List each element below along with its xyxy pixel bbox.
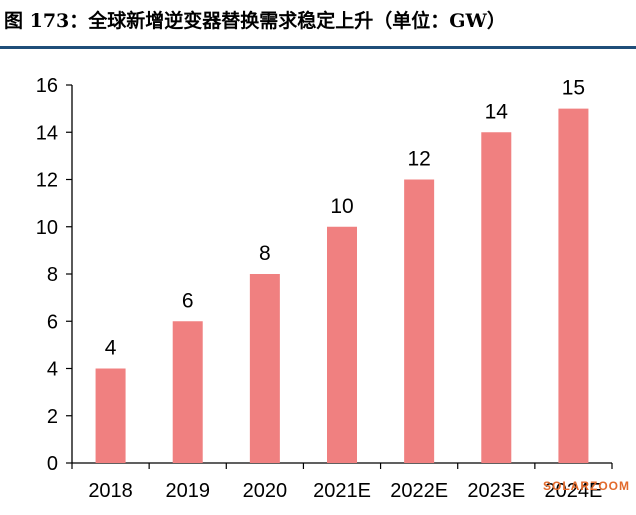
watermark-logo: SOLARZOOM <box>543 479 630 493</box>
y-tick-label: 12 <box>36 170 58 192</box>
data-label-2021E: 10 <box>330 195 353 218</box>
data-label-2019: 6 <box>182 289 194 312</box>
chart-bars <box>95 108 589 463</box>
x-tick-label-2021E: 2021E <box>313 480 371 502</box>
bar-2023E <box>481 132 512 463</box>
data-label-2020: 8 <box>259 242 271 265</box>
bar-2018 <box>95 368 126 463</box>
data-label-2022E: 12 <box>407 148 430 171</box>
y-tick-label: 8 <box>47 264 58 286</box>
data-label-2024E: 15 <box>562 77 585 100</box>
y-tick-label: 2 <box>47 406 58 428</box>
y-tick-label: 16 <box>36 75 58 97</box>
chart-y-ticks: 0 2 4 6 8 10 12 14 16 <box>36 75 72 475</box>
bar-2021E <box>327 226 357 463</box>
x-tick-label-2023E: 2023E <box>467 480 525 502</box>
bar-2019 <box>172 321 203 463</box>
y-tick-label: 0 <box>47 453 58 475</box>
title-rule <box>0 46 636 49</box>
x-tick-label-2018: 2018 <box>88 480 133 502</box>
x-tick-label-2020: 2020 <box>243 480 288 502</box>
bar-2024E <box>558 108 589 463</box>
chart-x-ticks: 2018 2019 2020 2021E 2022E 2023E 2024E <box>88 480 602 502</box>
x-tick-label-2019: 2019 <box>165 480 210 502</box>
x-tick-label-2024E: 2024E <box>545 480 603 502</box>
y-tick-label: 10 <box>36 217 58 239</box>
y-tick-label: 4 <box>47 359 58 381</box>
data-label-2023E: 14 <box>485 100 509 123</box>
data-label-2018: 4 <box>105 337 117 360</box>
figure-title: 图 173：全球新增逆变器替换需求稳定上升（单位：GW） <box>4 10 506 32</box>
bar-2022E <box>404 179 435 463</box>
y-tick-label: 14 <box>36 122 58 144</box>
chart-data-labels: 4 6 8 10 12 14 15 <box>105 77 585 360</box>
y-tick-label: 6 <box>47 311 58 333</box>
x-tick-label-2022E: 2022E <box>390 480 448 502</box>
bar-2020 <box>249 274 280 463</box>
